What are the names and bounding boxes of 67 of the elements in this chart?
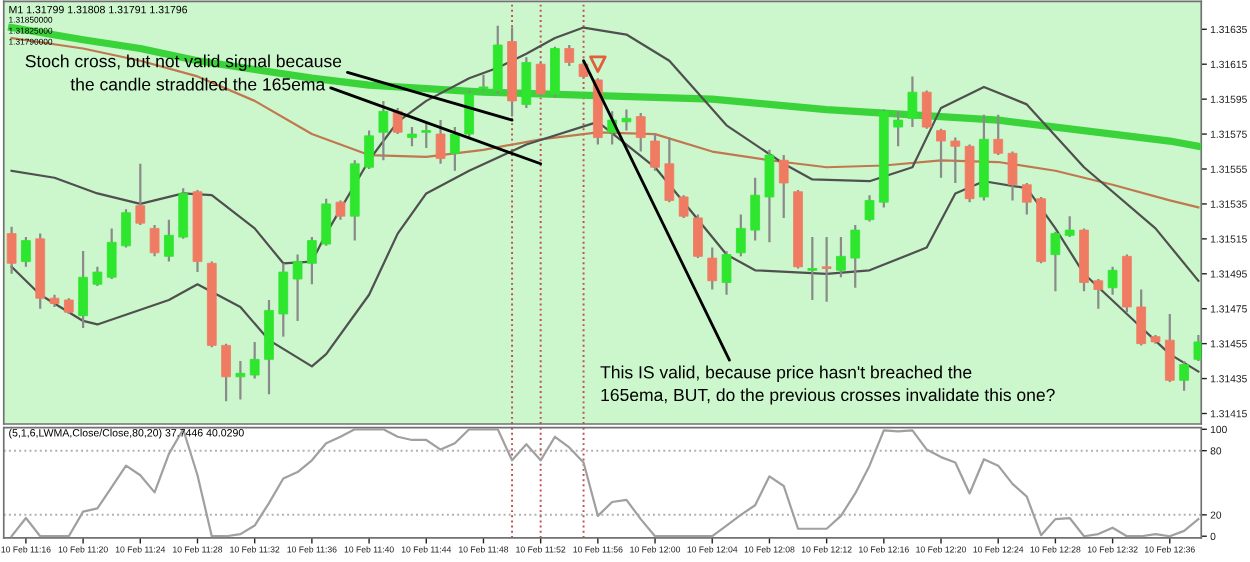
candlestick	[392, 106, 403, 136]
candlestick	[278, 262, 289, 338]
annotation: the candle straddled the 165ema	[70, 77, 326, 91]
candlestick	[950, 136, 961, 185]
candlestick	[164, 218, 174, 263]
candlestick	[836, 236, 846, 279]
candlestick	[807, 236, 818, 302]
candlestick	[407, 125, 417, 148]
candlestick	[921, 89, 932, 130]
candlestick	[521, 56, 532, 109]
candlestick	[1050, 230, 1061, 293]
candlestick	[292, 253, 303, 323]
candlestick	[678, 194, 689, 220]
candlestick	[1007, 150, 1018, 202]
candlestick	[21, 236, 31, 268]
candlestick	[735, 213, 746, 258]
candlestick	[893, 110, 903, 148]
candlestick	[235, 359, 246, 401]
candlestick	[621, 108, 632, 132]
candlestick	[1093, 277, 1104, 310]
candlestick	[550, 45, 560, 99]
candlestick	[650, 132, 660, 172]
candlestick	[564, 43, 575, 68]
candlestick	[936, 127, 946, 179]
candlestick	[435, 118, 446, 165]
candlestick	[907, 75, 918, 129]
candlestick	[378, 99, 389, 162]
candlestick	[450, 125, 460, 172]
line-series	[10, 428, 1200, 538]
candlestick	[864, 194, 875, 223]
candlestick	[421, 120, 432, 150]
candlestick	[307, 236, 317, 286]
candlestick	[707, 246, 718, 291]
candlestick	[1064, 215, 1075, 239]
candlestick	[221, 342, 231, 403]
candlestick	[1021, 181, 1032, 216]
candlestick	[364, 129, 374, 171]
candlestick	[106, 227, 117, 281]
candlestick	[464, 89, 475, 141]
candlestick	[1164, 312, 1175, 384]
candlestick	[664, 136, 675, 204]
candlestick	[321, 197, 332, 247]
candlestick	[178, 187, 189, 240]
candlestick	[78, 249, 88, 330]
candlestick	[492, 24, 503, 96]
candlestick	[249, 340, 260, 380]
candlestick	[1107, 265, 1118, 296]
candlestick	[1179, 359, 1189, 392]
candlestick	[121, 208, 131, 249]
candlestick	[149, 223, 160, 258]
candlestick	[993, 113, 1004, 157]
candlestick	[850, 223, 861, 289]
candlestick	[335, 199, 346, 221]
candlestick	[6, 225, 17, 275]
candlestick	[750, 176, 760, 242]
annotation: This IS valid, because price hasn't breached the 165ema, BUT, do the previous crosses invalidate this one?	[600, 365, 1055, 405]
candlestick	[764, 148, 775, 244]
candlestick	[535, 61, 546, 97]
candlestick	[135, 162, 146, 226]
candlestick	[635, 112, 646, 153]
candlestick	[821, 236, 832, 303]
candlestick	[721, 249, 732, 296]
candlestick	[478, 73, 489, 92]
candlestick	[1136, 288, 1147, 347]
candlestick	[693, 213, 703, 260]
candlestick	[92, 265, 103, 288]
candlestick	[778, 153, 789, 220]
